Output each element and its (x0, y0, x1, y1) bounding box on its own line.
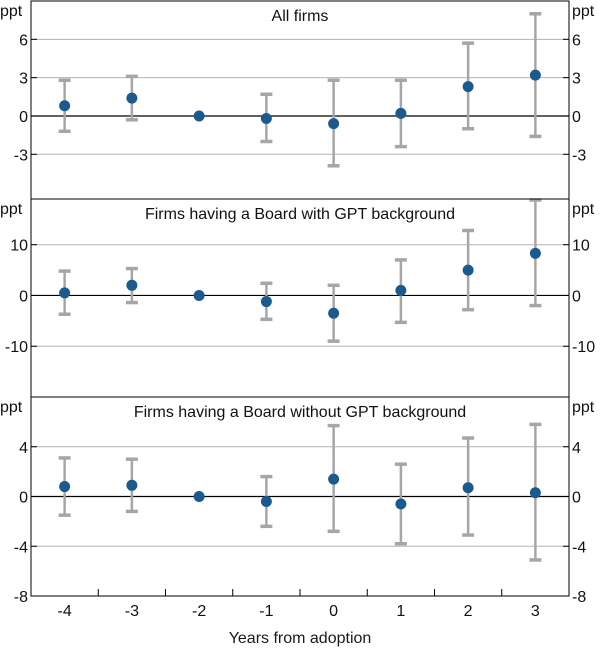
panel-3-ytick-label-right: -8 (572, 589, 586, 606)
panel-3-point (260, 495, 272, 507)
panel-1-point (529, 69, 541, 81)
xtick-label: -2 (192, 603, 206, 620)
panel-2-ytick-label-right: -10 (572, 339, 595, 356)
xtick-label: -1 (259, 603, 273, 620)
panel-3-point (328, 473, 340, 485)
panel-1-ytick-label-left: 6 (19, 32, 28, 49)
panel-3-point (395, 498, 407, 510)
xtick-label: -4 (58, 603, 72, 620)
panel-3-point (126, 479, 138, 491)
panel-3-unit-label-left: ppt (0, 399, 23, 416)
panel-3-ytick-label-right: 0 (572, 490, 581, 507)
panel-1-point (126, 92, 138, 104)
panel-3-point (462, 482, 474, 494)
panel-3-title: Firms having a Board without GPT backgro… (134, 404, 466, 421)
panel-1-frame (30, 0, 570, 200)
panel-1-point (395, 107, 407, 119)
panel-2-unit-label-left: ppt (0, 201, 23, 218)
panel-3-point (59, 481, 71, 493)
xtick-label: 2 (464, 603, 473, 620)
panel-3-ytick-label-right: -4 (572, 539, 586, 556)
xtick-label: 1 (396, 603, 405, 620)
panel-3-point (193, 491, 205, 502)
xtick-label: -3 (125, 603, 139, 620)
panel-2-point (328, 307, 340, 319)
xtick-label: 0 (329, 603, 338, 620)
xtick-label: 3 (531, 603, 540, 620)
panel-2-ytick-label-left: 10 (10, 238, 28, 255)
panel-1-point (59, 100, 71, 112)
panel-3-ytick-label-left: 4 (19, 440, 28, 457)
panel-2-ytick-label-right: 10 (572, 238, 590, 255)
panel-1-ytick-label-left: -3 (14, 147, 28, 164)
panel-3-ytick-label-left: -4 (14, 539, 28, 556)
panel-1-point (260, 113, 272, 125)
panel-2-point (462, 264, 474, 276)
panel-1-ytick-label-right: 3 (572, 71, 581, 88)
panel-1-unit-label-left: ppt (0, 3, 23, 20)
panel-3-ytick-label-left: -8 (14, 589, 28, 606)
panel-2-point (529, 247, 541, 259)
panel-3-unit-label-right: ppt (572, 399, 595, 416)
panel-1-ytick-label-right: -3 (572, 147, 586, 164)
panel-1-ytick-label-left: 3 (19, 71, 28, 88)
panel-1-unit-label-right: ppt (572, 3, 595, 20)
panel-1-ytick-label-right: 6 (572, 32, 581, 49)
panel-1-title: All firms (272, 8, 329, 25)
panel-3-ytick-label-left: 0 (19, 490, 28, 507)
panel-2-point (193, 289, 205, 301)
panel-3-point (529, 487, 541, 499)
panel-3-ytick-label-right: 4 (572, 440, 581, 457)
panel-1-ytick-label-left: 0 (19, 109, 28, 126)
panel-1-point (462, 81, 474, 93)
panel-2-title: Firms having a Board with GPT background (145, 206, 455, 223)
panel-2-point (126, 279, 138, 291)
panel-1-ytick-label-right: 0 (572, 109, 581, 126)
panel-2-frame (30, 198, 570, 398)
panel-2-point (395, 284, 407, 296)
panel-2-point (59, 287, 71, 299)
panel-2-point (260, 296, 272, 308)
panel-1-point (193, 110, 205, 122)
x-axis-title: Years from adoption (228, 630, 372, 647)
panel-2-ytick-label-right: 0 (572, 288, 581, 305)
panel-1-point (328, 118, 340, 130)
panel-2-ytick-label-left: 0 (19, 288, 28, 305)
panel-2-ytick-label-left: -10 (5, 339, 28, 356)
panel-2-unit-label-right: ppt (572, 201, 595, 218)
